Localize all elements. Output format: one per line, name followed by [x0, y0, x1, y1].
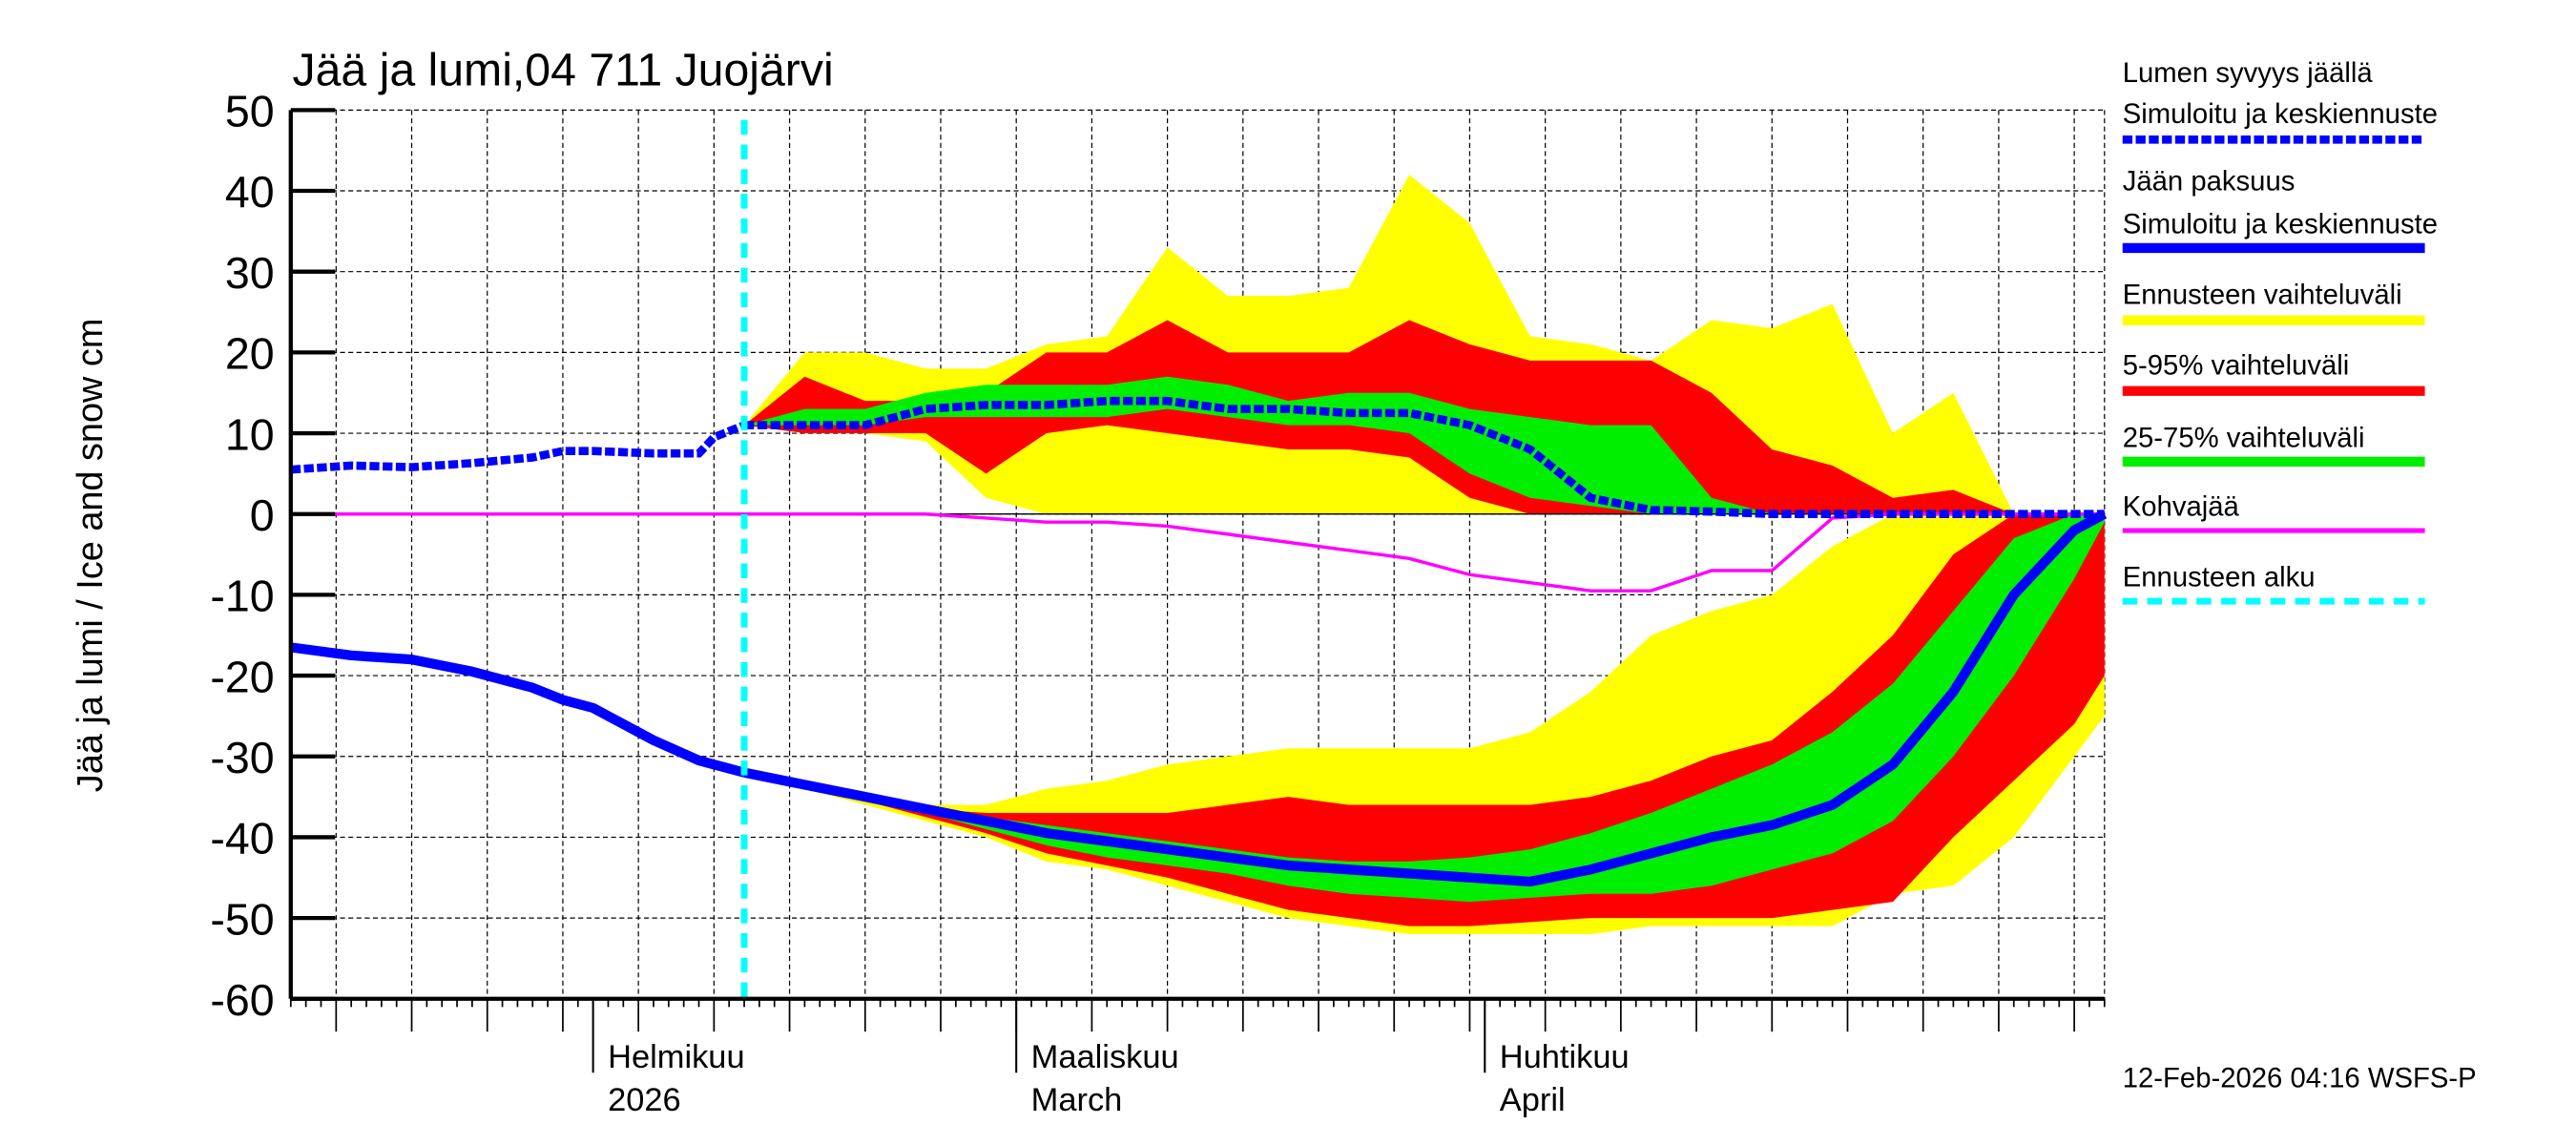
legend-label: 5-95% vaihteluväli	[2123, 351, 2350, 382]
ice-thickness-line-forecast	[743, 510, 2108, 887]
y-tick-label: 50	[225, 87, 275, 136]
legend-label: Lumen syvyys jäällä	[2123, 58, 2374, 89]
month-label-sub: March	[1031, 1082, 1123, 1118]
y-tick-label: 40	[225, 167, 275, 217]
y-tick-label: -60	[210, 975, 274, 1025]
axes: 50 40 30 20 10 0 -10 -20 -30 -40 -50 -60 Helmikuu 202…	[210, 87, 2106, 1118]
snow-depth-line-forecast	[744, 396, 2105, 519]
footer-timestamp: 12-Feb-2026 04:16 WSFS-P	[2123, 1064, 2477, 1094]
y-axis-label: Jää ja lumi / Ice and snow cm	[71, 319, 111, 793]
legend: Lumen syvyys jäällä Simuloitu ja keskienn…	[2122, 58, 2438, 605]
legend-label: Ennusteen vaihteluväli	[2123, 281, 2402, 311]
chart-title: Jää ja lumi,04 711 Juojärvi	[293, 45, 834, 96]
y-tick-label: -40	[210, 814, 274, 864]
y-tick-label: 10	[225, 409, 275, 459]
legend-label: Jään paksuus	[2123, 167, 2296, 198]
month-label: Huhtikuu	[1500, 1039, 1630, 1075]
snow-depth-line-history	[290, 421, 746, 474]
y-tick-label: 30	[225, 248, 275, 298]
y-tick-label: 20	[225, 329, 275, 379]
snow-25-75-band	[744, 376, 2105, 514]
legend-label-sub: Simuloitu ja keskiennuste	[2123, 99, 2438, 130]
ice-thickness-line-history	[290, 642, 746, 778]
y-tick-label: -30	[210, 733, 274, 782]
ice-25-75-band	[744, 513, 2105, 903]
month-label: Helmikuu	[608, 1039, 744, 1075]
lines	[290, 119, 2108, 999]
y-tick-label: -10	[210, 572, 274, 621]
legend-label-sub: Simuloitu ja keskiennuste	[2123, 209, 2438, 239]
legend-label: Ennusteen alku	[2123, 563, 2316, 593]
legend-label: Kohvajää	[2123, 492, 2240, 523]
y-tick-label: 0	[250, 490, 275, 540]
month-label: Maaliskuu	[1031, 1039, 1179, 1075]
month-label-sub: 2026	[608, 1082, 681, 1118]
legend-label: 25-75% vaihteluväli	[2123, 423, 2365, 453]
bands	[744, 175, 2105, 935]
y-tick-label: -20	[210, 652, 274, 701]
y-tick-label: -50	[210, 894, 274, 944]
month-label-sub: April	[1500, 1082, 1566, 1118]
